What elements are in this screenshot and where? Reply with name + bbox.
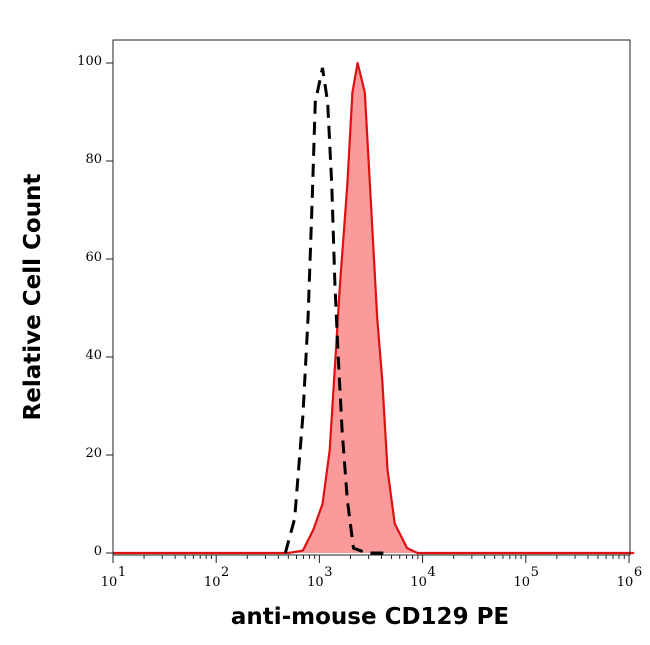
x-axis-title: anti-mouse CD129 PE [231, 604, 509, 630]
x-tick-exponent: 3 [324, 565, 332, 580]
series-layer [113, 61, 635, 555]
y-tick-label: 40 [85, 348, 102, 363]
x-tick-exponent: 5 [531, 565, 539, 580]
x-tick-label: 10 [204, 575, 221, 590]
x-tick-label: 10 [617, 575, 634, 590]
x-tick-exponent: 6 [634, 565, 642, 580]
y-tick-label: 80 [85, 152, 102, 167]
y-tick-label: 100 [77, 54, 102, 69]
y-tick-label: 0 [94, 544, 102, 559]
x-tick-label: 10 [514, 575, 531, 590]
x-tick-label: 10 [101, 575, 118, 590]
plot-frame [112, 39, 631, 556]
series-line-cd129 [113, 61, 635, 555]
x-tick-exponent: 2 [221, 565, 229, 580]
x-tick-label: 10 [307, 575, 324, 590]
x-tick-exponent: 1 [118, 565, 126, 580]
series-fill-cd129 [113, 63, 635, 553]
y-axis-title: Relative Cell Count [20, 174, 46, 421]
x-tick-label: 10 [410, 575, 427, 590]
y-tick-label: 60 [85, 250, 102, 265]
x-tick-exponent: 4 [427, 565, 435, 580]
y-tick-label: 20 [85, 446, 102, 461]
